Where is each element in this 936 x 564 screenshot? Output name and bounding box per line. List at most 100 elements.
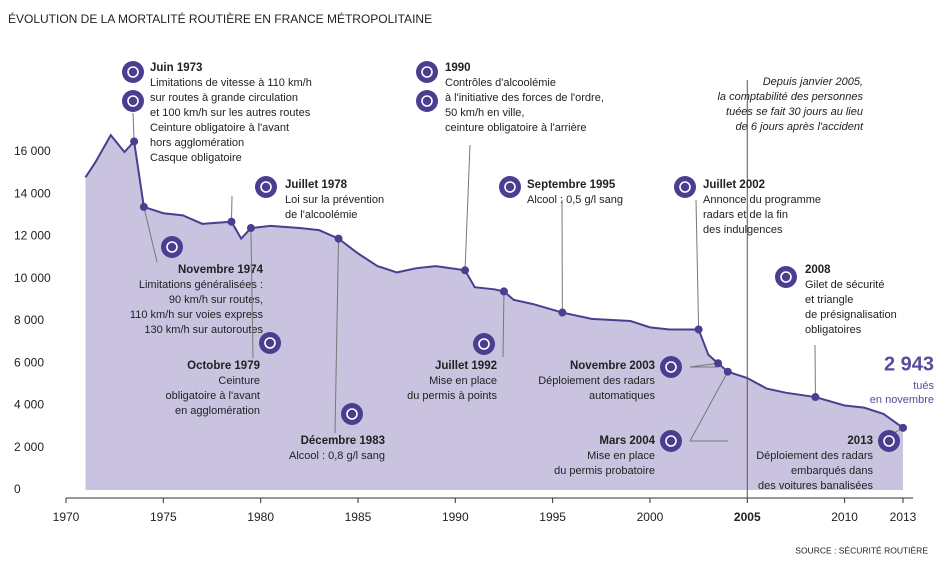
annotation-title: Juin 1973 [150, 62, 202, 74]
icon-glyph [260, 181, 272, 193]
annotation-title: Juillet 1978 [285, 179, 348, 191]
leader [132, 112, 135, 142]
leader [143, 206, 158, 263]
annotation-text: Limitations de vitesse à 110 km/h [150, 77, 312, 89]
icon [660, 356, 682, 378]
annotation-title: Mars 2004 [599, 435, 655, 447]
annotation-title: Septembre 1995 [527, 179, 616, 191]
annotation-text: de l'alcoolémie [285, 209, 357, 221]
event-dot [461, 266, 470, 275]
y-tick-label: 14 000 [14, 186, 51, 200]
annotation-text: en agglomération [175, 405, 260, 417]
icon [499, 176, 521, 198]
annotation-text: Loi sur la prévention [285, 194, 384, 206]
x-tick-label: 1995 [539, 510, 566, 524]
annotation-title: 1990 [445, 62, 471, 74]
icon [674, 176, 696, 198]
icon-glyph [346, 408, 358, 420]
icon [122, 61, 144, 83]
annotation-text: Alcool : 0,8 g/l sang [289, 450, 385, 462]
annotation-text: à l'initiative des forces de l'ordre, [445, 92, 604, 104]
annotation-text: radars et de la fin [703, 209, 788, 221]
annotation-text: Gilet de sécurité [805, 279, 884, 291]
highlight-text: en novembre [870, 394, 934, 406]
event-dot [694, 325, 703, 334]
annotation-text: Mise en place [587, 450, 655, 462]
annotation-text: de présignalisation [805, 309, 897, 321]
event-dot [714, 359, 723, 368]
annotation-title: Décembre 1983 [301, 435, 385, 447]
y-tick-label: 10 000 [14, 271, 51, 285]
event-dot [130, 137, 139, 146]
annotation-text: Limitations généralisées : [139, 279, 263, 291]
leader [689, 362, 719, 368]
x-tick-label: 1975 [150, 510, 177, 524]
icon-glyph [780, 271, 792, 283]
event-dot [899, 423, 907, 432]
leader [695, 199, 700, 330]
icon [416, 61, 438, 83]
icon-glyph [665, 361, 677, 373]
annotation-text: ceinture obligatoire à l'arrière [445, 122, 587, 134]
annotation-title: 2008 [805, 264, 831, 276]
icon-glyph [166, 241, 178, 253]
annotation-text: des indulgences [703, 224, 783, 236]
highlight-text: tués [913, 380, 934, 392]
annotation-text: 130 km/h sur autoroutes [144, 324, 263, 336]
event-dot [723, 367, 732, 376]
y-tick-label: 0 [14, 482, 21, 496]
source: SOURCE : SÉCURITÉ ROUTIÈRE [795, 545, 928, 555]
annotation-text: 50 km/h en ville, [445, 107, 524, 119]
x-tick-label: 1970 [53, 510, 80, 524]
line [84, 133, 904, 429]
icon [259, 332, 281, 354]
icon [660, 430, 682, 452]
icon [878, 430, 900, 452]
annotation-text: Déploiement des radars [538, 375, 655, 387]
annotation-text: automatiques [589, 390, 656, 402]
annotation-text: hors agglomération [150, 137, 244, 149]
x-tick-label: 2010 [831, 510, 858, 524]
annotation-text: et 100 km/h sur les autres routes [150, 107, 311, 119]
leader [464, 144, 471, 271]
annotation-text: Ceinture [218, 375, 260, 387]
x-tick-label: 2005 [734, 510, 761, 524]
annotation-title: Octobre 1979 [187, 360, 260, 372]
icon-glyph [478, 338, 490, 350]
icon-glyph [127, 95, 139, 107]
annotation-text: Ceinture obligatoire à l'avant [150, 122, 289, 134]
annotation-text: embarqués dans [791, 465, 873, 477]
icon-glyph [679, 181, 691, 193]
event-dot [246, 224, 255, 233]
leader [502, 291, 505, 358]
area [85, 135, 904, 490]
leader [250, 228, 254, 359]
annotation-text: Déploiement des radars [756, 450, 873, 462]
annotation-title: Juillet 1992 [435, 360, 497, 372]
y-tick-label: 8 000 [14, 313, 44, 327]
annotation-text: Annonce du programme [703, 194, 821, 206]
annotation-title: Novembre 1974 [178, 264, 264, 276]
event-dot [334, 234, 343, 243]
x-tick-label: 1990 [442, 510, 469, 524]
icon [122, 90, 144, 112]
y-tick-label: 16 000 [14, 144, 51, 158]
icon-glyph [127, 66, 139, 78]
x-tick-label: 1980 [247, 510, 274, 524]
y-tick-label: 12 000 [14, 229, 51, 243]
annotation-title: Juillet 2002 [703, 179, 765, 191]
event-dot [499, 287, 508, 296]
x-tick-label: 2013 [890, 510, 917, 524]
annotation-text: sur routes à grande circulation [150, 92, 298, 104]
leader [689, 371, 729, 442]
icon [341, 403, 363, 425]
annotation-title: 2013 [847, 435, 873, 447]
annotation-text: du permis à points [407, 390, 497, 402]
annotation-text: Casque obligatoire [150, 152, 242, 164]
annotation-text: des voitures banalisées [758, 480, 873, 492]
x-tick-label: 1985 [345, 510, 372, 524]
icon-glyph [421, 95, 433, 107]
icon [416, 90, 438, 112]
annotation-text: 110 km/h sur voies express [130, 309, 264, 321]
